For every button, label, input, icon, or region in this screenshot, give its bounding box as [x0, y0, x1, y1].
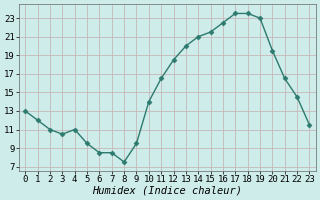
X-axis label: Humidex (Indice chaleur): Humidex (Indice chaleur): [92, 186, 242, 196]
